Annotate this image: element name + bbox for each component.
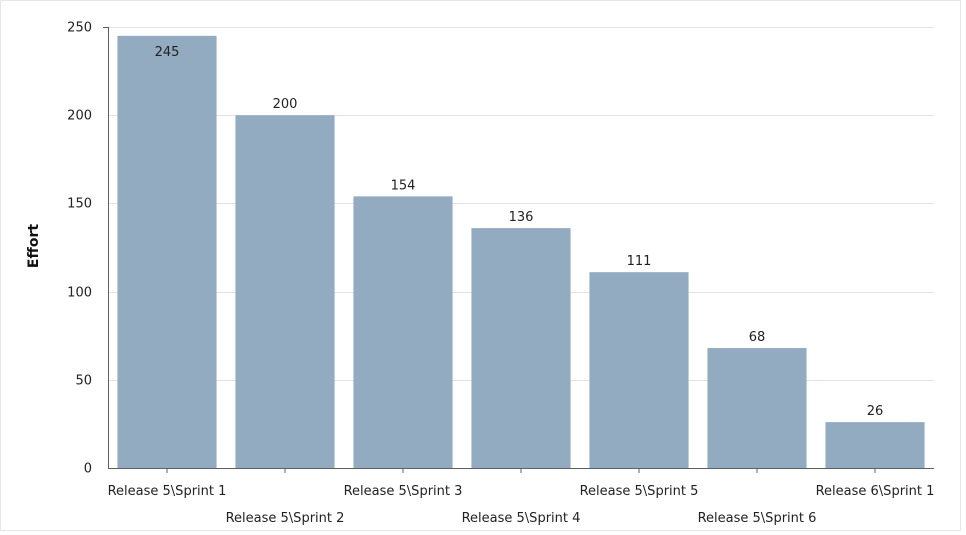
x-tick-label: Release 5\Sprint 1 [108,484,227,499]
bars [117,35,925,468]
bar [117,35,217,468]
data-label: 200 [273,97,298,112]
y-tick-label: 150 [67,197,92,212]
y-tick-label: 100 [67,286,92,301]
data-label: 111 [627,254,652,269]
x-tick-label: Release 6\Sprint 1 [816,484,935,499]
y-tick-label: 0 [84,462,92,477]
bar [471,228,571,468]
bar [353,196,453,468]
bar [825,422,925,468]
data-label: 154 [391,178,416,193]
data-label: 245 [155,45,180,60]
bar [589,272,689,468]
y-axis-title: Effort [26,224,42,268]
x-tick-label: Release 5\Sprint 3 [344,484,463,499]
y-tick-label: 250 [67,21,92,36]
axes [103,27,934,473]
y-tick-labels: 0 50 100 150 200 250 [67,21,92,477]
x-tick-label: Release 5\Sprint 2 [226,511,345,526]
y-tick-label: 200 [67,109,92,124]
x-tick-label: Release 5\Sprint 6 [698,511,817,526]
bar [235,115,335,468]
x-tick-label: Release 5\Sprint 5 [580,484,699,499]
x-tick-labels: Release 5\Sprint 1 Release 5\Sprint 2 Rele… [108,484,935,526]
data-labels: 245 200 154 136 111 68 26 [155,45,884,419]
y-tick-label: 50 [75,374,92,389]
data-label: 68 [749,330,766,345]
data-label: 136 [509,210,534,225]
x-tick-label: Release 5\Sprint 4 [462,511,581,526]
bar [707,348,807,468]
data-label: 26 [867,404,884,419]
